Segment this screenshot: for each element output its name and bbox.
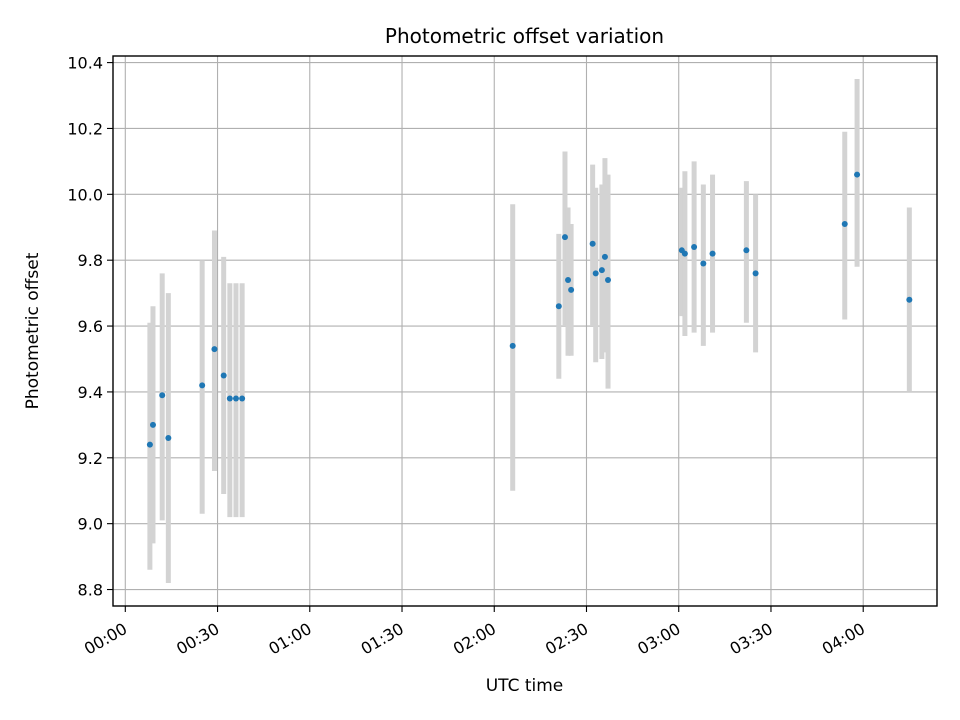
data-point bbox=[691, 244, 698, 251]
data-point bbox=[841, 220, 848, 227]
y-axis-title: Photometric offset bbox=[23, 252, 43, 409]
grid bbox=[113, 56, 937, 606]
data-point bbox=[752, 270, 759, 277]
data-point bbox=[592, 270, 599, 277]
y-tick-label: 10.4 bbox=[67, 54, 103, 73]
data-point bbox=[226, 395, 233, 402]
data-point bbox=[239, 395, 246, 402]
data-point bbox=[199, 382, 206, 389]
data-point bbox=[561, 234, 568, 241]
y-tick-label: 9.8 bbox=[78, 251, 103, 270]
y-tick-label: 9.2 bbox=[78, 449, 103, 468]
y-tick-label: 10.2 bbox=[67, 119, 103, 138]
data-point bbox=[906, 296, 913, 303]
data-point bbox=[211, 346, 218, 353]
plot-frame bbox=[112, 55, 938, 607]
data-point bbox=[709, 250, 716, 257]
data-point bbox=[681, 250, 688, 257]
data-point bbox=[589, 240, 596, 247]
y-tick-label: 9.0 bbox=[78, 515, 103, 534]
data-point bbox=[146, 441, 153, 448]
data-point bbox=[220, 372, 227, 379]
y-tick-label: 10.0 bbox=[67, 185, 103, 204]
data-point bbox=[555, 303, 562, 310]
y-tick-label: 9.4 bbox=[78, 383, 103, 402]
data-point bbox=[565, 276, 572, 283]
data-point bbox=[743, 247, 750, 254]
data-point bbox=[159, 392, 166, 399]
data-points bbox=[146, 171, 913, 448]
data-point bbox=[605, 276, 612, 283]
data-point bbox=[568, 286, 575, 293]
data-point bbox=[509, 342, 516, 349]
data-point bbox=[601, 253, 608, 260]
chart-title: Photometric offset variation bbox=[385, 24, 664, 48]
data-point bbox=[232, 395, 239, 402]
data-point bbox=[165, 435, 172, 442]
data-point bbox=[149, 421, 156, 428]
y-tick-label: 9.6 bbox=[78, 317, 103, 336]
y-tick-label: 8.8 bbox=[78, 581, 103, 600]
data-point bbox=[700, 260, 707, 267]
data-point bbox=[854, 171, 861, 178]
x-axis-title: UTC time bbox=[486, 676, 564, 696]
y-axis-ticks: 8.8 9.0 9.2 9.4 9.6 9.8 10.0 10.2 10.4 bbox=[67, 54, 113, 600]
data-point bbox=[598, 267, 605, 274]
